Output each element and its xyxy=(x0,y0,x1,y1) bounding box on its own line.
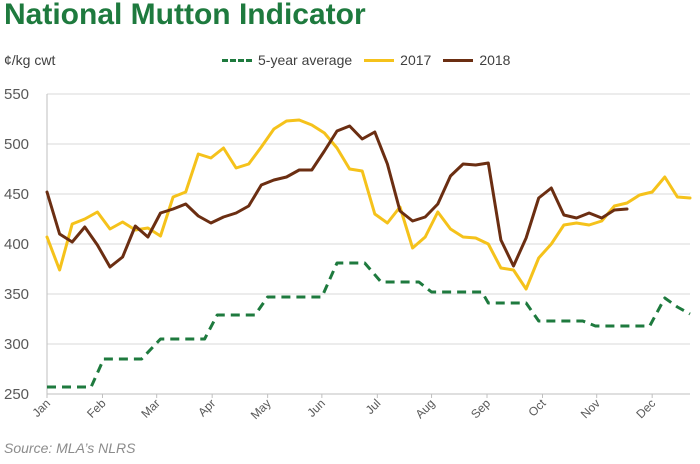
y-tick-label-350: 350 xyxy=(4,286,29,303)
x-tick-label-oct: Oct xyxy=(526,396,550,420)
legend-label-2017: 2017 xyxy=(400,52,432,68)
y-tick-label-300: 300 xyxy=(4,336,29,353)
legend-swatch-5-year-average xyxy=(222,58,252,62)
y-axis-unit-label: ¢/kg cwt xyxy=(4,52,56,68)
source-note: Source: MLA’s NLRS xyxy=(4,440,136,456)
x-tick-label-jul: Jul xyxy=(363,396,384,417)
x-tick-label-nov: Nov xyxy=(578,396,603,421)
x-tick-label-feb: Feb xyxy=(84,396,109,421)
legend-swatch-2017 xyxy=(364,58,395,62)
series-line-2017 xyxy=(45,118,692,291)
legend-item-2018: 2018 xyxy=(443,52,510,68)
x-tick-label-jan: Jan xyxy=(30,396,54,420)
x-tick-label-may: May xyxy=(248,396,274,422)
legend-item-5-year-average: 5-year average xyxy=(222,52,352,68)
legend-label-2018: 2018 xyxy=(479,52,511,68)
x-tick-label-jun: Jun xyxy=(304,396,328,420)
legend: 5-year average 2017 2018 xyxy=(222,52,522,68)
legend-swatch-2018 xyxy=(443,58,474,62)
series-line-5-year-average xyxy=(47,261,691,389)
y-tick-label-400: 400 xyxy=(4,236,29,253)
x-tick-label-dec: Dec xyxy=(633,396,658,421)
chart-title: National Mutton Indicator xyxy=(4,0,366,31)
x-tick-label-aug: Aug xyxy=(413,396,438,421)
y-tick-label-550: 550 xyxy=(4,86,29,103)
x-tick-label-mar: Mar xyxy=(138,396,163,421)
y-tick-label-450: 450 xyxy=(4,186,29,203)
x-tick-label-apr: Apr xyxy=(195,396,218,419)
x-tick-label-sep: Sep xyxy=(468,396,493,421)
y-tick-label-250: 250 xyxy=(4,386,29,403)
legend-label-5-year-average: 5-year average xyxy=(258,52,353,68)
legend-item-2017: 2017 xyxy=(364,52,431,68)
series-line-2018 xyxy=(45,124,629,269)
y-tick-label-500: 500 xyxy=(4,136,29,153)
